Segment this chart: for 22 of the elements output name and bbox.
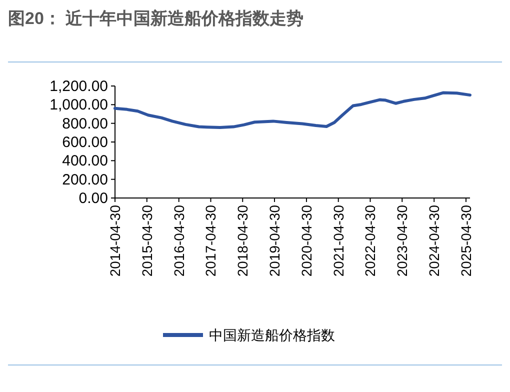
x-tick-label: 2019-04-30 [266,204,283,277]
y-tick-label: 0.00 [78,190,108,207]
x-tick-label: 2024-04-30 [426,204,442,277]
legend: 中国新造船价格指数 [163,327,335,343]
x-tick-label: 2018-04-30 [234,204,251,277]
x-tick-label: 2017-04-30 [202,204,219,277]
x-tick-label: 2021-04-30 [330,204,346,277]
legend-label: 中国新造船价格指数 [209,327,335,343]
y-tick-label: 400.00 [62,152,108,170]
y-tick-label: 800.00 [62,115,108,132]
y-tick-label: 600.00 [62,134,108,151]
x-tick-label: 2025-04-30 [458,204,474,277]
x-tick-label: 2016-04-30 [170,204,187,277]
x-tick-label: 2014-04-30 [107,204,123,277]
x-tick-label: 2015-04-30 [138,204,155,277]
y-tick-label: 1,000.00 [50,96,108,114]
chart-title: 图20： 近十年中国新造船价格指数走势 [8,9,304,28]
y-tick-label: 1,200.00 [50,78,108,95]
y-tick-label: 200.00 [62,171,108,188]
x-tick-label: 2022-04-30 [362,204,378,277]
x-tick-label: 2020-04-30 [298,204,314,277]
x-tick-label: 2023-04-30 [394,204,410,277]
